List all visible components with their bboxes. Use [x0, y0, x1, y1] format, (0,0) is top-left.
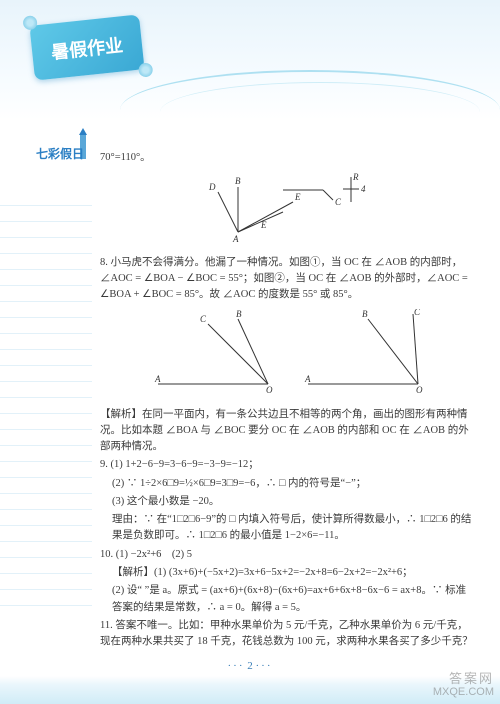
q8-text: 8. 小马虎不会得满分。他漏了一种情况。如图①，当 OC 在 ∠AOB 的内部时… [100, 255, 476, 304]
svg-text:4: 4 [361, 184, 366, 194]
diagram-2: A C B O A B C O [100, 309, 476, 400]
footer-wave [0, 676, 500, 704]
svg-text:A: A [232, 234, 239, 242]
q9-2: (2) ∵ 1÷2×6□9=½×6□9=3□9=−6，∴ □ 内的符号是“−”； [100, 476, 476, 492]
svg-text:E: E [260, 220, 267, 230]
svg-text:B: B [236, 309, 242, 319]
q10-a1: 【解析】(1) (3x+6)+(−5x+2)=3x+6−5x+2=−2x+8=6… [100, 565, 476, 581]
svg-text:E: E [294, 192, 301, 202]
sidebar-lines [0, 190, 92, 620]
line-70-110: 70°=110°。 [100, 150, 476, 166]
svg-text:C: C [335, 197, 342, 207]
svg-text:B: B [235, 176, 241, 186]
q9-1: 9. (1) 1+2−6−9=3−6−9=−3−9=−12； [100, 457, 476, 473]
q11: 11. 答案不唯一。比如：甲种水果单价为 5 元/千克，乙种水果单价为 6 元/… [100, 618, 476, 651]
diagram-1: A B D C E E R 4 [100, 172, 476, 248]
watermark: 答案网 MXQE.COM [433, 672, 494, 698]
svg-text:O: O [266, 385, 273, 394]
q8-analysis: 【解析】在同一平面内，有一条公共边且不相等的两个角，画出的图形有两种情况。比如本… [100, 407, 476, 456]
svg-text:C: C [200, 314, 207, 324]
badge-summer-homework: 暑假作业 [29, 14, 144, 80]
svg-text:C: C [414, 309, 421, 317]
svg-text:A: A [154, 374, 161, 384]
page-dots-left: ··· [228, 660, 245, 672]
svg-text:O: O [416, 385, 423, 394]
page-number-value: 2 [247, 660, 253, 672]
sidebar: 七彩假日 [0, 145, 92, 168]
svg-text:R: R [352, 172, 359, 182]
q10-a2: (2) 设“ ”是 a。原式 = (ax+6)+(6x+8)−(6x+6)=ax… [100, 583, 476, 616]
page-dots-right: ··· [256, 660, 273, 672]
watermark-url: MXQE.COM [433, 686, 494, 698]
page-number: ··· 2 ··· [0, 660, 500, 672]
svg-text:D: D [208, 182, 216, 192]
svg-text:A: A [304, 374, 311, 384]
q9-3: (3) 这个最小数是 −20。 [100, 494, 476, 510]
watermark-cn: 答案网 [433, 672, 494, 686]
svg-text:B: B [362, 309, 368, 319]
q10-head: 10. (1) −2x²+6 (2) 5 [100, 547, 476, 563]
main-content: 70°=110°。 A B D C E E R 4 [100, 148, 476, 652]
badge-text: 暑假作业 [50, 31, 124, 64]
sidebar-label: 七彩假日 [0, 145, 92, 162]
q9-reason: 理由：∵ 在“1□2□6−9”的 □ 内填入符号后，使计算所得数最小，∴ 1□2… [100, 512, 476, 545]
